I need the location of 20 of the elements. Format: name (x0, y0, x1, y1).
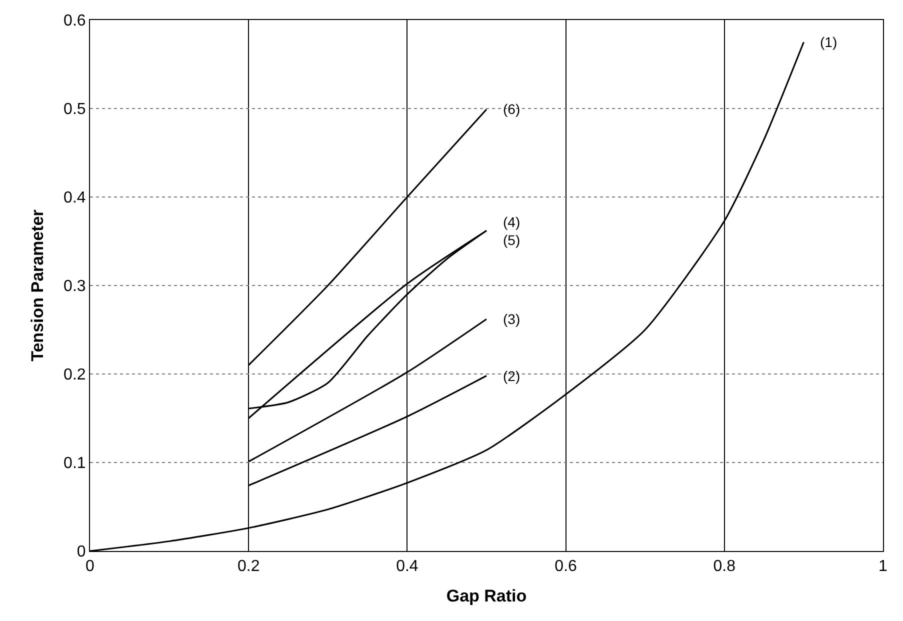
y-tick-label: 0 (76, 544, 86, 561)
series-label: (5) (503, 232, 520, 248)
series-label: (4) (503, 214, 520, 230)
x-tick-label: 0.8 (713, 558, 736, 576)
y-tick-label: 0.1 (64, 455, 86, 472)
y-tick-label: 0.4 (64, 190, 86, 207)
y-tick-label: 0.6 (64, 12, 86, 30)
series-label: (1) (820, 34, 838, 50)
x-tick-label: 0.6 (554, 558, 578, 576)
series-label: (6) (503, 101, 520, 117)
x-tick-label: 0.4 (396, 558, 418, 576)
y-tick-label: 0.5 (64, 101, 86, 118)
x-tick-label: 0.2 (237, 558, 260, 576)
y-tick-label: 0.3 (64, 278, 86, 296)
y-axis-title: Tension Parameter (28, 209, 48, 362)
series-label: (3) (503, 311, 520, 327)
x-axis-title: Gap Ratio (446, 586, 527, 606)
series-label: (2) (503, 368, 520, 384)
x-tick-label: 1 (878, 558, 888, 576)
y-tick-label: 0.2 (64, 366, 86, 384)
